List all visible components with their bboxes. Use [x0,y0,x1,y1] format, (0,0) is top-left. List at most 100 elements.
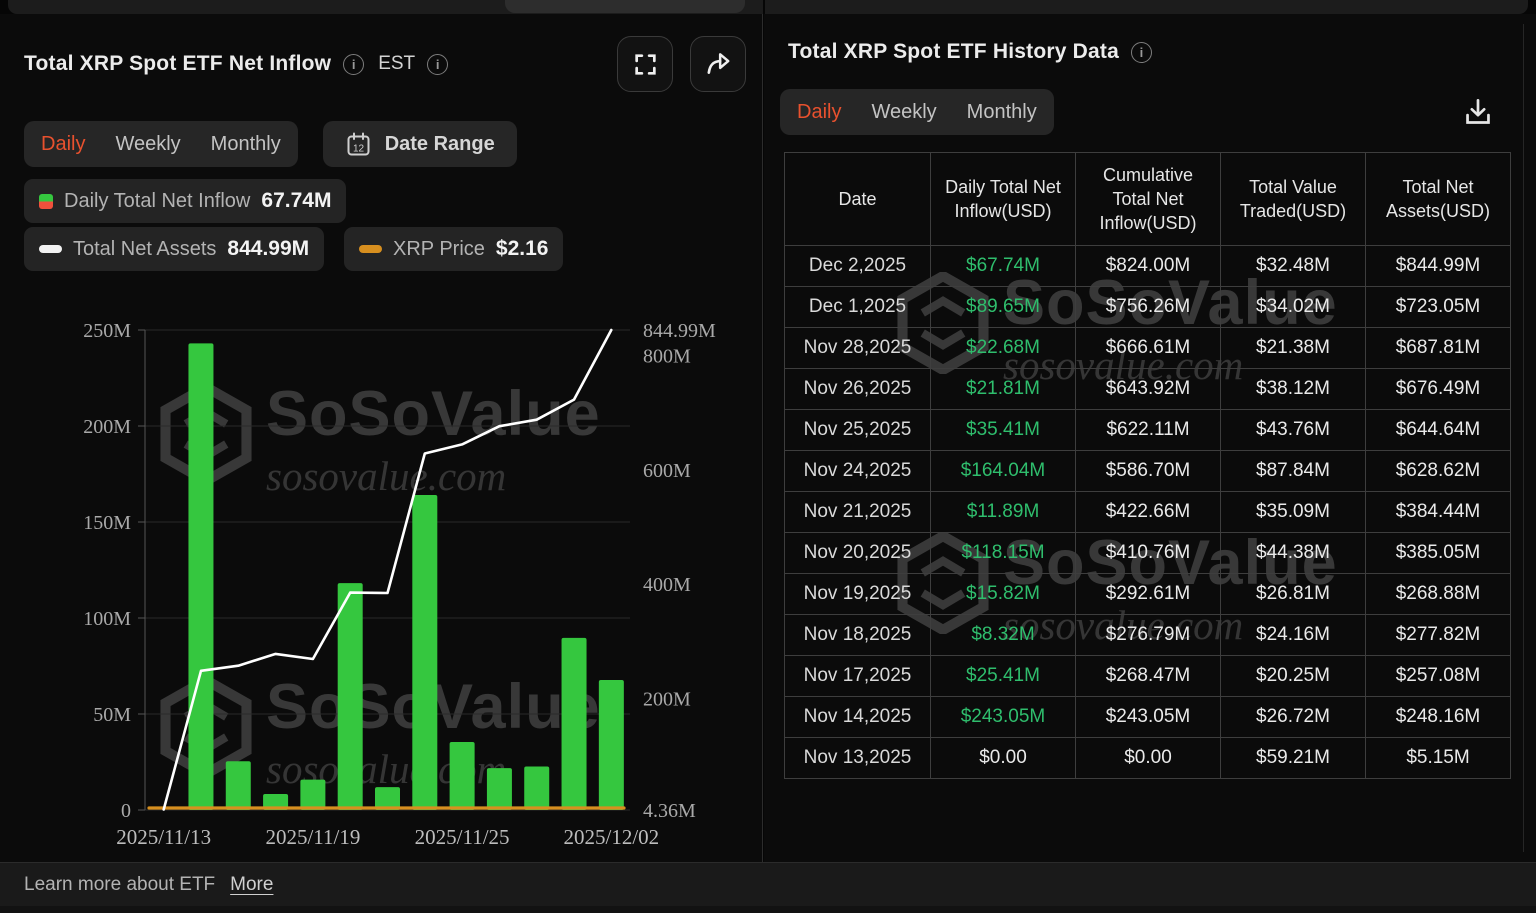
info-icon[interactable]: i [343,53,365,75]
column-header: Date [784,152,931,246]
svg-text:2025/11/13: 2025/11/13 [116,825,211,849]
footer-more-link[interactable]: More [230,873,274,895]
table-cell: $38.12M [1220,368,1366,410]
table-cell: $243.05M [930,696,1076,738]
table-cell: $21.38M [1220,327,1366,369]
top-panel-divider [763,0,765,14]
calendar-icon: 12 [347,132,370,155]
table-cell: $666.61M [1075,327,1221,369]
table-cell: $384.44M [1365,491,1511,533]
table-cell: $276.79M [1075,614,1221,656]
tab-weekly[interactable]: Weekly [871,100,937,123]
table-cell: $268.47M [1075,655,1221,697]
table-row: Nov 18,2025 $8.32M $276.79M $24.16M $277.82M [784,614,1511,656]
table-cell: $35.41M [930,409,1076,451]
table-cell: $277.82M [1365,614,1511,656]
table-cell: $292.61M [1075,573,1221,615]
table-row: Nov 25,2025 $35.41M $622.11M $43.76M $644.64… [784,409,1511,451]
table-cell: $118.15M [930,532,1076,574]
download-button[interactable] [1462,96,1494,128]
svg-text:2025/11/25: 2025/11/25 [415,825,510,849]
table-cell: $87.84M [1220,450,1366,492]
table-cell: Nov 26,2025 [784,368,931,410]
info-icon[interactable]: i [427,53,449,75]
table-cell: $22.68M [930,327,1076,369]
table-cell: Dec 1,2025 [784,286,931,328]
fullscreen-icon [634,53,656,75]
legend-total-net-assets[interactable]: Total Net Assets 844.99M [24,227,325,271]
date-range-button[interactable]: 12 Date Range [322,121,517,167]
table-cell: $59.21M [1220,737,1366,779]
footer-bar: Learn more about ETF More [0,862,1536,906]
table-cell: $644.64M [1365,409,1511,451]
history-table-container: Date Daily Total Net Inflow(USD) Cumulativ… [784,152,1511,779]
legend-daily-net-inflow[interactable]: Daily Total Net Inflow 67.74M [24,179,347,223]
share-button[interactable] [690,36,746,92]
table-cell: $257.08M [1365,655,1511,697]
table-cell: $8.32M [930,614,1076,656]
page-title: Total XRP Spot ETF Net Inflow [24,52,332,75]
table-cell: $628.62M [1365,450,1511,492]
table-cell: Nov 20,2025 [784,532,931,574]
table-cell: Nov 19,2025 [784,573,931,615]
legend-value: 67.74M [261,189,332,212]
tab-monthly[interactable]: Monthly [210,132,281,155]
table-row: Nov 19,2025 $15.82M $292.61M $26.81M $268.88… [784,573,1511,615]
tab-weekly[interactable]: Weekly [115,132,181,155]
table-cell: $89.65M [930,286,1076,328]
table-cell: Nov 18,2025 [784,614,931,656]
table-cell: $44.38M [1220,532,1366,574]
tab-daily[interactable]: Daily [797,100,842,123]
legend-value: $2.16 [495,237,549,260]
svg-text:250M: 250M [83,320,131,342]
table-cell: $11.89M [930,491,1076,533]
table-row: Nov 28,2025 $22.68M $666.61M $21.38M $687.81… [784,327,1511,369]
table-cell: $21.81M [930,368,1076,410]
column-header: Cumulative Total Net Inflow(USD) [1075,152,1221,246]
tab-monthly[interactable]: Monthly [966,100,1037,123]
table-row: Nov 21,2025 $11.89M $422.66M $35.09M $384.44… [784,491,1511,533]
table-cell: $422.66M [1075,491,1221,533]
chart-controls: Daily Weekly Monthly 12 Date Range [24,121,517,167]
period-tab-group: Daily Weekly Monthly [24,121,298,167]
table-cell: $26.81M [1220,573,1366,615]
svg-text:12: 12 [353,143,365,154]
svg-text:2025/12/02: 2025/12/02 [564,825,660,849]
table-cell: $248.16M [1365,696,1511,738]
table-cell: $43.76M [1220,409,1366,451]
table-period-tab-group: Daily Weekly Monthly [780,89,1054,135]
net-inflow-panel: Total XRP Spot ETF Net Inflow i EST i Da… [0,14,763,862]
svg-text:844.99M: 844.99M [643,320,716,342]
column-header: Total Value Traded(USD) [1220,152,1366,246]
table-controls: Daily Weekly Monthly [780,89,1494,135]
top-cropped-button [505,0,745,13]
table-row: Nov 13,2025 $0.00 $0.00 $59.21M $5.15M [784,737,1511,779]
scrollbar-track[interactable] [1523,24,1524,852]
table-cell: $622.11M [1075,409,1221,451]
net-inflow-chart[interactable]: 0 50M 100M 150M 200M 250M 4.36M 200M 400M 600M 800… [0,300,763,860]
legend-xrp-price[interactable]: XRP Price $2.16 [344,227,564,271]
legend-value: 844.99M [227,237,310,260]
table-cell: Nov 25,2025 [784,409,931,451]
tab-daily[interactable]: Daily [41,132,86,155]
bottom-edge [0,906,1536,913]
table-row: Dec 1,2025 $89.65M $756.26M $34.02M $723.05M [784,286,1511,328]
table-cell: $824.00M [1075,245,1221,287]
assets-line-swatch-icon [39,245,62,253]
svg-text:100M: 100M [83,608,131,630]
table-row: Nov 14,2025 $243.05M $243.05M $26.72M $248.1… [784,696,1511,738]
table-cell: Nov 13,2025 [784,737,931,779]
info-icon[interactable]: i [1130,41,1152,63]
table-cell: $643.92M [1075,368,1221,410]
table-cell: Nov 17,2025 [784,655,931,697]
table-row: Dec 2,2025 $67.74M $824.00M $32.48M $844.99M [784,245,1511,287]
table-cell: $268.88M [1365,573,1511,615]
fullscreen-button[interactable] [617,36,673,92]
svg-text:400M: 400M [643,574,691,596]
top-cropped-bar [8,0,1528,14]
table-cell: $32.48M [1220,245,1366,287]
table-cell: $0.00 [1075,737,1221,779]
svg-text:200M: 200M [83,416,131,438]
column-header: Daily Total Net Inflow(USD) [930,152,1076,246]
table-row: Nov 26,2025 $21.81M $643.92M $38.12M $676.49… [784,368,1511,410]
